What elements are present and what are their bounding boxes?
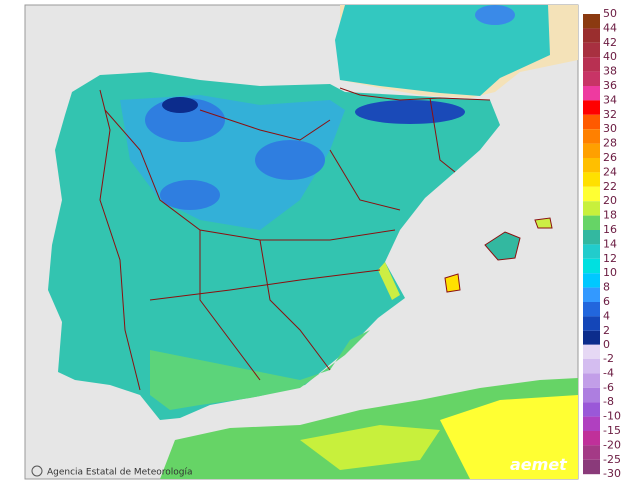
copyright-icon	[31, 465, 43, 477]
legend-swatch	[583, 373, 600, 388]
legend-label: 22	[603, 180, 617, 193]
legend-label: 6	[603, 295, 610, 308]
legend-label: 32	[603, 108, 617, 121]
legend-label: 40	[603, 50, 617, 63]
legend-label: 28	[603, 137, 617, 150]
border	[329, 149, 401, 211]
cold-patch	[255, 140, 325, 180]
mallorca	[484, 231, 521, 261]
legend-swatch	[583, 387, 600, 403]
cold-patch	[475, 5, 515, 25]
menorca	[534, 217, 553, 229]
legend-label: 2	[603, 324, 610, 337]
legend-swatch	[583, 172, 600, 187]
legend-swatch	[583, 215, 600, 230]
legend-swatch	[583, 14, 600, 29]
legend-label: 10	[603, 266, 617, 279]
legend-swatch	[583, 57, 600, 72]
legend-swatch	[583, 316, 600, 331]
legend-swatch	[583, 258, 600, 274]
legend-swatch	[583, 186, 600, 202]
legend-swatch	[583, 330, 600, 346]
france-data	[335, 5, 550, 96]
legend-label: 42	[603, 36, 617, 49]
legend-swatch	[583, 359, 600, 374]
legend-swatch	[583, 402, 600, 417]
legend-swatch	[583, 86, 600, 101]
legend-swatch	[583, 28, 600, 43]
legend-label: 16	[603, 223, 617, 236]
legend-swatch	[583, 459, 600, 475]
legend-label: 4	[603, 309, 610, 322]
border	[199, 109, 331, 141]
legend-swatch	[583, 287, 600, 302]
legend-label: -20	[603, 438, 621, 451]
legend-label: 36	[603, 79, 617, 92]
ibiza	[444, 273, 461, 293]
legend-label: -25	[603, 453, 621, 466]
legend-label: 8	[603, 281, 610, 294]
legend-label: -6	[603, 381, 614, 394]
legend-swatch	[583, 302, 600, 317]
cold-patch	[160, 180, 220, 210]
cantabria	[162, 97, 198, 113]
border	[339, 87, 491, 101]
border	[429, 97, 456, 173]
pyrenees	[355, 100, 465, 124]
border	[99, 89, 141, 391]
legend-label: -15	[603, 424, 621, 437]
legend-swatch	[583, 143, 600, 158]
legend-swatch	[583, 42, 600, 58]
south-warm	[150, 330, 370, 410]
legend-swatch	[583, 129, 600, 144]
legend-swatch	[583, 445, 600, 460]
legend-label: 38	[603, 65, 617, 78]
legend-swatch	[583, 244, 600, 259]
border	[199, 230, 261, 381]
legend-label: 26	[603, 151, 617, 164]
logo: aemet	[510, 455, 568, 474]
legend-swatch	[583, 71, 600, 86]
borders	[99, 87, 491, 391]
legend-label: 0	[603, 338, 610, 351]
legend-label: 18	[603, 209, 617, 222]
legend-swatch	[583, 230, 600, 245]
legend-label: -10	[603, 410, 621, 423]
legend-label: -30	[603, 467, 621, 480]
border	[149, 269, 381, 301]
legend-swatch	[583, 158, 600, 173]
legend-label: 14	[603, 237, 617, 250]
legend-swatch	[583, 201, 600, 216]
legend-label: 50	[603, 7, 617, 20]
legend-label: -8	[603, 395, 614, 408]
agency-name: Agencia Estatal de Meteorología	[47, 468, 193, 478]
legend-label: 34	[603, 93, 617, 106]
legend-label: 12	[603, 252, 617, 265]
legend-swatch	[583, 273, 600, 288]
legend-swatch	[583, 344, 600, 359]
legend-label: 30	[603, 122, 617, 135]
legend-swatch	[583, 114, 600, 130]
legend-label: -2	[603, 352, 614, 365]
legend-swatch	[583, 431, 600, 446]
legend-swatch	[583, 416, 600, 431]
border	[259, 239, 331, 371]
africa-warm	[440, 395, 578, 479]
legend-label: -4	[603, 366, 614, 379]
east-warm	[378, 262, 400, 300]
legend-label: 20	[603, 194, 617, 207]
legend-label: 44	[603, 21, 617, 34]
africa-mid	[300, 425, 440, 470]
legend-swatch	[583, 100, 600, 115]
legend-label: 24	[603, 165, 617, 178]
